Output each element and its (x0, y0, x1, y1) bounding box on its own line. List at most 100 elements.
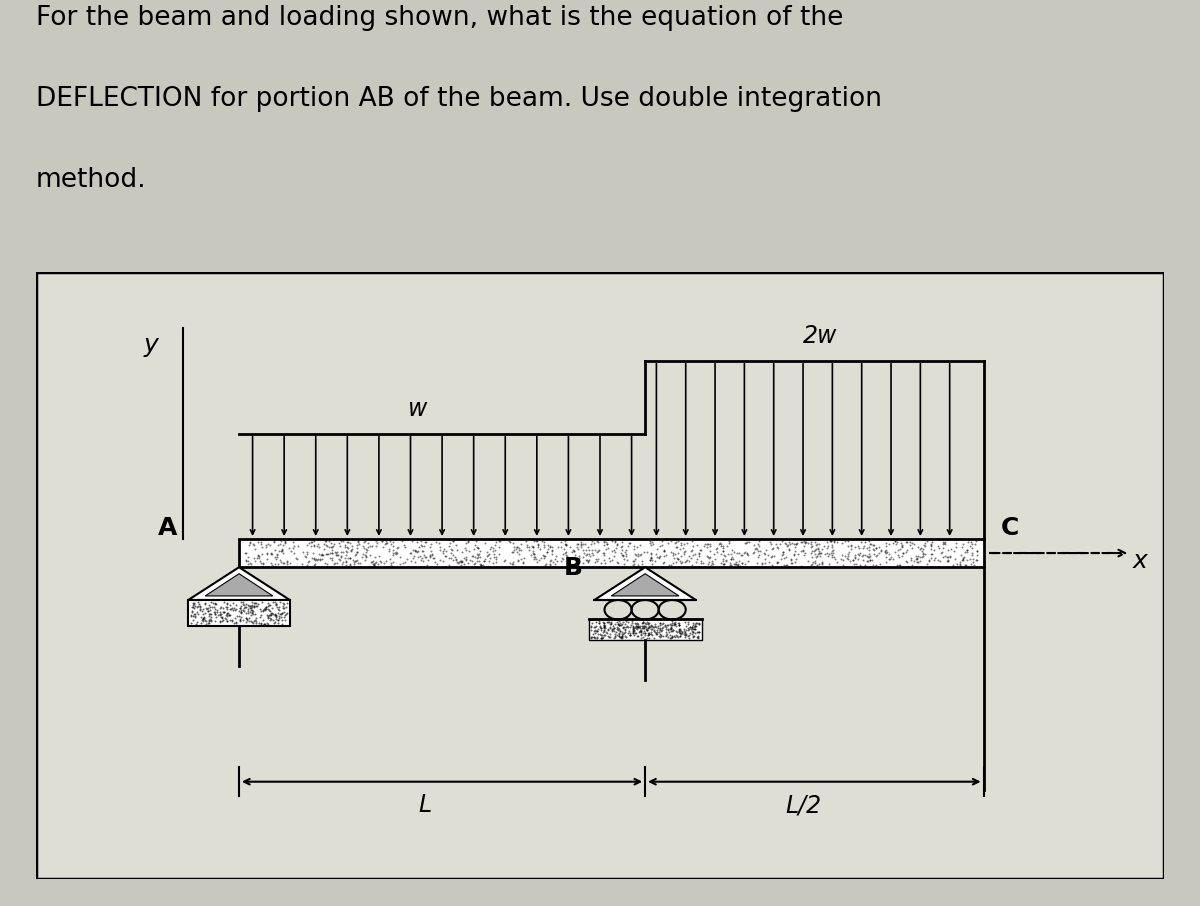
Point (833, 535, 852, 550)
Point (542, 540, 562, 554)
Point (812, 542, 832, 556)
Point (433, 546, 452, 561)
Point (662, 630, 682, 644)
Point (886, 537, 905, 552)
Point (588, 554, 607, 568)
Point (650, 539, 670, 554)
Point (199, 604, 218, 619)
Point (662, 614, 682, 629)
Point (229, 604, 248, 619)
Point (702, 554, 721, 568)
Point (211, 607, 230, 622)
Point (721, 547, 740, 562)
Point (210, 614, 229, 629)
Point (890, 542, 910, 556)
Point (812, 555, 832, 570)
Point (442, 545, 461, 560)
Point (931, 546, 950, 561)
Point (442, 542, 461, 556)
Point (486, 543, 505, 557)
Point (314, 536, 334, 551)
Point (270, 609, 289, 623)
Point (205, 606, 224, 621)
Point (805, 544, 824, 558)
Point (664, 547, 683, 562)
Point (721, 552, 740, 566)
Point (275, 535, 294, 550)
Point (736, 557, 755, 572)
Point (748, 545, 767, 559)
Point (205, 607, 224, 622)
Point (474, 554, 493, 568)
Point (667, 628, 686, 642)
Point (532, 534, 551, 548)
Point (824, 534, 844, 548)
Point (967, 547, 986, 562)
Point (430, 535, 449, 550)
Point (323, 546, 342, 561)
Point (534, 537, 553, 552)
Point (271, 534, 290, 548)
Point (314, 542, 334, 556)
Point (670, 629, 689, 643)
Point (960, 552, 979, 566)
Point (803, 554, 822, 569)
Point (672, 538, 691, 553)
Point (588, 552, 607, 566)
Point (365, 556, 384, 571)
Point (714, 556, 733, 571)
Point (602, 534, 622, 548)
Point (193, 602, 212, 616)
Point (612, 543, 631, 557)
Point (620, 620, 640, 634)
Point (272, 544, 292, 558)
Point (749, 547, 768, 562)
Point (601, 616, 620, 631)
Point (668, 630, 688, 644)
Point (839, 549, 858, 564)
Point (296, 550, 316, 564)
Point (323, 545, 342, 560)
Point (354, 535, 373, 549)
Point (776, 537, 796, 552)
Point (275, 608, 294, 622)
Point (672, 626, 691, 641)
Point (846, 550, 865, 564)
Point (547, 554, 566, 568)
Point (240, 605, 259, 620)
Point (650, 622, 670, 637)
Point (257, 602, 276, 616)
Point (196, 605, 215, 620)
Point (475, 552, 494, 566)
Point (817, 535, 836, 550)
Point (182, 604, 202, 619)
Point (890, 557, 910, 572)
Point (389, 540, 408, 554)
Point (860, 553, 880, 567)
Point (900, 535, 919, 549)
Point (276, 607, 295, 622)
Point (200, 602, 220, 617)
Point (772, 548, 791, 563)
Point (680, 620, 700, 634)
Point (625, 554, 644, 568)
Point (690, 625, 709, 640)
Point (940, 550, 959, 564)
Point (679, 627, 698, 641)
Point (799, 554, 818, 569)
Point (508, 539, 527, 554)
Point (468, 554, 487, 568)
Point (912, 544, 931, 558)
Point (810, 548, 829, 563)
Point (929, 553, 948, 567)
Point (244, 603, 263, 618)
Point (968, 544, 988, 558)
Point (700, 554, 719, 569)
Point (222, 612, 241, 627)
Point (871, 543, 890, 557)
Point (577, 553, 596, 567)
Point (770, 536, 790, 551)
Point (421, 549, 440, 564)
Point (617, 630, 636, 644)
Point (216, 612, 235, 626)
